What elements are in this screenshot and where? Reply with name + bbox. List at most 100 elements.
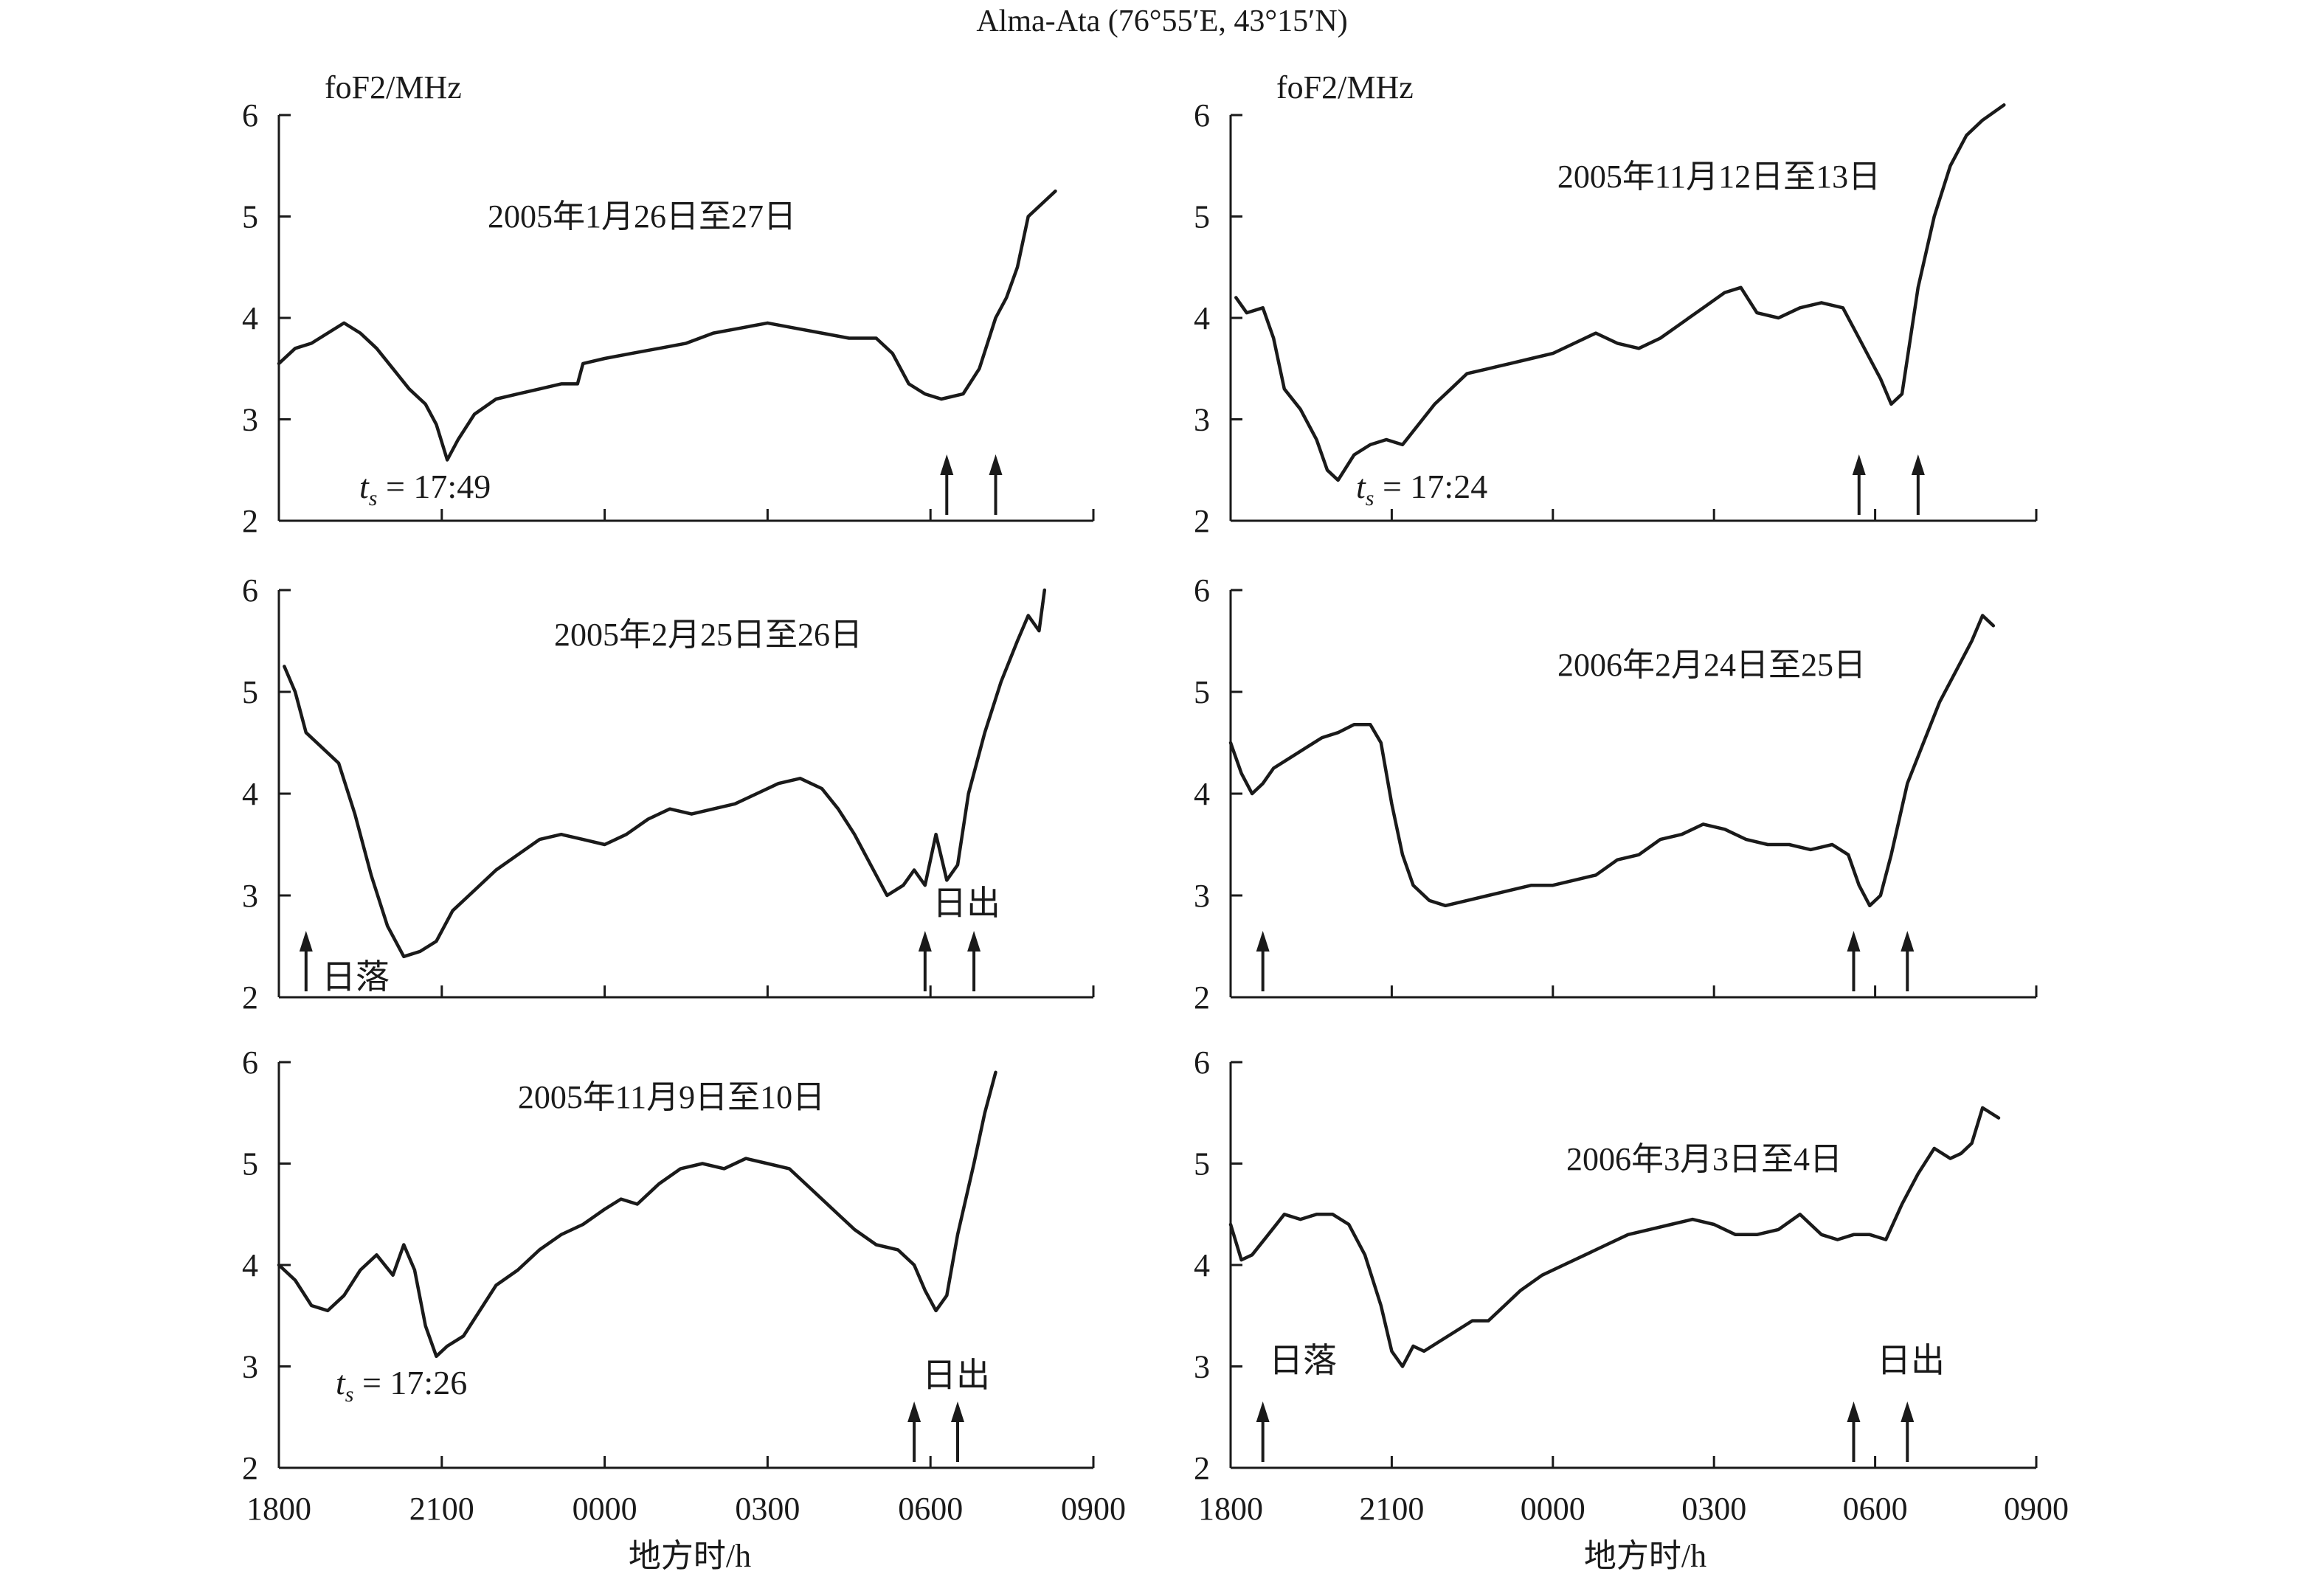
panel-title: 2005年11月12日至13日	[1557, 159, 1881, 195]
foF2-series-line	[1228, 614, 1996, 908]
event-label: 日出	[1877, 1342, 1945, 1379]
x-tick-label: 0900	[1061, 1491, 1126, 1527]
event-label: 日出	[933, 884, 1000, 922]
x-tick-label: 1800	[246, 1491, 311, 1527]
panel-title: 2005年1月26日至27日	[488, 198, 796, 235]
y-tick-label: 4	[242, 300, 258, 336]
y-tick-label: 6	[242, 97, 258, 134]
y-tick-label: 2	[242, 1450, 258, 1486]
y-tick-label: 5	[242, 199, 258, 235]
arrow-head	[1847, 931, 1861, 952]
arrow-head	[1852, 454, 1866, 475]
y-tick-label: 2	[1194, 503, 1210, 539]
y-tick-label: 5	[1194, 199, 1210, 235]
arrow-head	[299, 931, 313, 952]
arrow-head	[1847, 1401, 1861, 1422]
arrow-head	[1911, 454, 1925, 475]
y-tick-label: 3	[242, 1349, 258, 1385]
arrow-head	[918, 931, 932, 952]
arrow-marker	[1901, 1401, 1915, 1462]
foF2-series-line	[1234, 103, 2006, 482]
y-tick-label: 4	[1194, 300, 1210, 336]
arrow-marker	[299, 931, 313, 991]
arrow-marker	[907, 1401, 921, 1462]
x-tick-label: 0300	[735, 1491, 800, 1527]
arrow-marker	[1901, 931, 1915, 991]
arrow-head	[1901, 931, 1915, 952]
y-tick-label: 5	[1194, 674, 1210, 710]
y-axis-title: foF2/MHz	[1276, 69, 1414, 105]
y-tick-label: 6	[242, 1044, 258, 1081]
arrow-marker	[1256, 1401, 1270, 1462]
x-tick-label: 0300	[1681, 1491, 1746, 1527]
y-tick-label: 4	[1194, 1247, 1210, 1283]
panel-title: 2006年2月24日至25日	[1557, 647, 1866, 683]
x-tick-label: 0000	[1521, 1491, 1585, 1527]
y-tick-label: 2	[1194, 1450, 1210, 1486]
y-tick-label: 6	[1194, 97, 1210, 134]
arrow-marker	[967, 931, 981, 991]
arrow-marker	[918, 931, 932, 991]
event-label: 日落	[1269, 1342, 1337, 1379]
y-tick-label: 6	[1194, 572, 1210, 609]
arrow-marker	[1847, 931, 1861, 991]
figure-title: Alma-Ata (76°55′E, 43°15′N)	[976, 4, 1347, 38]
x-tick-label: 1800	[1198, 1491, 1263, 1527]
event-label: 日落	[322, 958, 390, 996]
y-tick-label: 5	[242, 1146, 258, 1182]
y-tick-label: 5	[242, 674, 258, 710]
foF2-series-line	[1228, 1106, 2001, 1368]
panel-title: 2006年3月3日至4日	[1566, 1141, 1842, 1177]
y-tick-label: 4	[242, 776, 258, 812]
y-tick-label: 4	[242, 1247, 258, 1283]
arrow-marker	[951, 1401, 964, 1462]
y-tick-label: 3	[1194, 878, 1210, 914]
y-tick-label: 5	[1194, 1146, 1210, 1182]
y-axis-title: foF2/MHz	[325, 69, 462, 105]
ts-annotation: ts = 17:26	[336, 1364, 467, 1407]
y-tick-label: 4	[1194, 776, 1210, 812]
arrow-head	[1901, 1401, 1915, 1422]
arrow-marker	[989, 454, 1003, 515]
panel-6: 2 3 4 5 6 1800 2100 0000 0300 0600 0900 2006年3月3日至4…	[1194, 1044, 2069, 1527]
arrow-head	[989, 454, 1003, 475]
x-axis-title-right: 地方时/h	[1584, 1538, 1706, 1574]
panel-3: 2 3 4 5 6 1800 2100 0000 0300 0600 0900 2005年11月9日至…	[242, 1044, 1126, 1527]
panel-1: 2 3 4 5 6 foF2/MHz 2005年1月26日至27日 ts = 17:49	[242, 69, 1095, 539]
x-tick-label: 0600	[1843, 1491, 1908, 1527]
y-tick-label: 2	[242, 503, 258, 539]
panels: 2 3 4 5 6 foF2/MHz 2005年1月26日至27日 ts = 17:49 2 3 4…	[242, 69, 2069, 1527]
x-tick-label: 0000	[573, 1491, 637, 1527]
foF2-series-line	[283, 588, 1047, 959]
event-label: 日出	[922, 1356, 990, 1394]
y-tick-label: 2	[242, 980, 258, 1016]
foF2-series-line	[277, 189, 1057, 462]
arrow-marker	[940, 454, 954, 515]
x-tick-label: 0900	[2004, 1491, 2069, 1527]
panel-title: 2005年2月25日至26日	[554, 617, 862, 653]
panel-title: 2005年11月9日至10日	[518, 1079, 825, 1115]
y-tick-label: 3	[242, 878, 258, 914]
y-tick-label: 3	[1194, 1349, 1210, 1385]
arrow-head	[951, 1401, 964, 1422]
x-axis-title-left: 地方时/h	[629, 1538, 751, 1574]
ts-annotation: ts = 17:49	[359, 468, 491, 510]
arrow-marker	[1852, 454, 1866, 515]
y-tick-label: 3	[242, 402, 258, 438]
panel-4: 2 3 4 5 6 foF2/MHz 2005年11月12日至13日 ts = 17:24	[1194, 69, 2038, 539]
arrow-marker	[1847, 1401, 1861, 1462]
ts-annotation: ts = 17:24	[1356, 468, 1487, 510]
x-tick-label: 2100	[409, 1491, 474, 1527]
x-tick-label: 0600	[898, 1491, 963, 1527]
y-tick-label: 2	[1194, 980, 1210, 1016]
x-tick-label: 2100	[1359, 1491, 1424, 1527]
panel-5: 2 3 4 5 6 2006年2月24日至25日	[1194, 572, 2038, 1016]
arrow-head	[1256, 931, 1270, 952]
y-tick-label: 6	[242, 572, 258, 609]
y-tick-label: 3	[1194, 402, 1210, 438]
foF2-series-line	[277, 1070, 997, 1359]
arrow-marker	[1256, 931, 1270, 991]
arrow-head	[967, 931, 981, 952]
